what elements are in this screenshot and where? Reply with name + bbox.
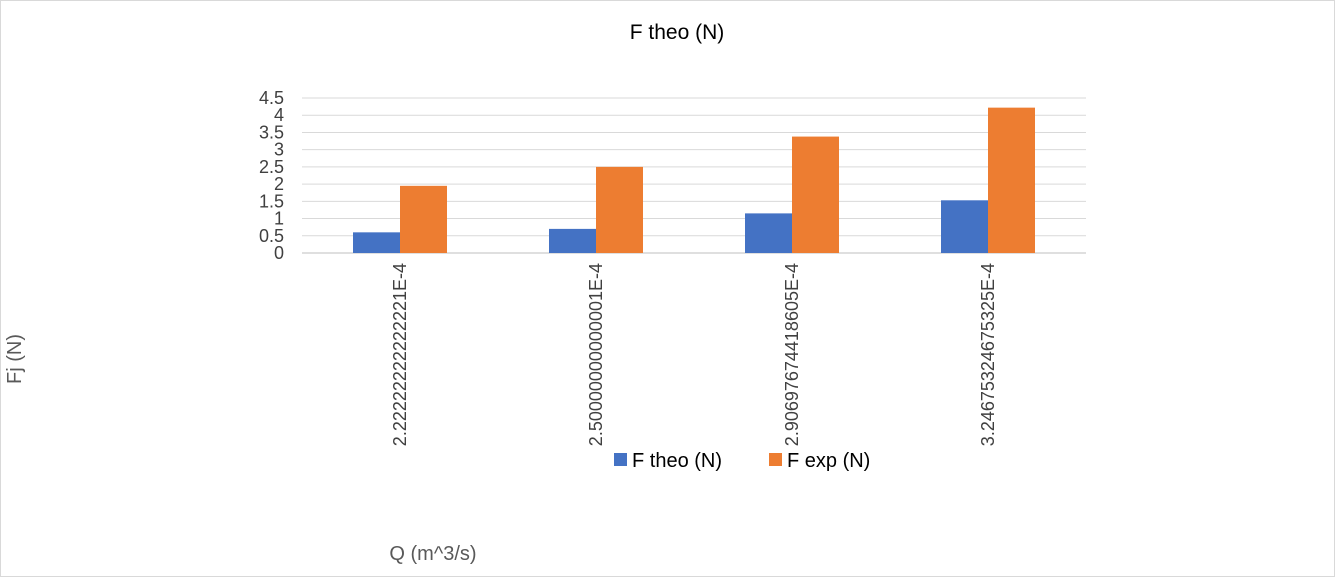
legend-swatch: [614, 453, 627, 466]
y-axis-title: Fj (N): [4, 334, 26, 384]
legend-label: F theo (N): [632, 450, 722, 472]
y-tick-label: 0.5: [259, 226, 284, 246]
bar-f-theo: [353, 232, 400, 253]
bars: [353, 107, 1035, 254]
y-tick-label: 0: [274, 243, 284, 263]
bar-f-exp: [400, 185, 447, 253]
legend-label: F exp (N): [787, 450, 870, 472]
y-tick-label: 1: [274, 209, 284, 229]
x-category-label: 2.50000000000001E-4: [586, 263, 606, 446]
y-axis-ticks: 00.511.522.533.544.5: [259, 88, 284, 263]
chart-title: F theo (N): [630, 21, 725, 44]
bar-f-exp: [792, 136, 839, 253]
bar-f-exp: [596, 166, 643, 253]
legend: F theo (N) F exp (N): [614, 450, 870, 472]
y-tick-label: 4: [274, 105, 284, 125]
x-axis-title: Q (m^3/s): [389, 543, 476, 565]
x-category-label: 2.90697674418605E-4: [782, 263, 802, 446]
y-tick-label: 2: [274, 174, 284, 194]
x-category-label: 2.22222222222221E-4: [390, 263, 410, 446]
y-tick-label: 1.5: [259, 191, 284, 211]
y-tick-label: 2.5: [259, 157, 284, 177]
y-tick-label: 4.5: [259, 88, 284, 108]
y-tick-label: 3.5: [259, 122, 284, 142]
legend-swatch: [769, 453, 782, 466]
bar-f-exp: [988, 107, 1035, 254]
x-category-label: 3.24675324675325E-4: [978, 263, 998, 446]
bar-f-theo: [549, 228, 596, 253]
bar-f-theo: [941, 200, 988, 253]
x-axis-categories: 2.22222222222221E-4 2.50000000000001E-4 2.…: [390, 263, 998, 446]
bar-f-theo: [745, 213, 792, 253]
y-tick-label: 3: [274, 140, 284, 160]
